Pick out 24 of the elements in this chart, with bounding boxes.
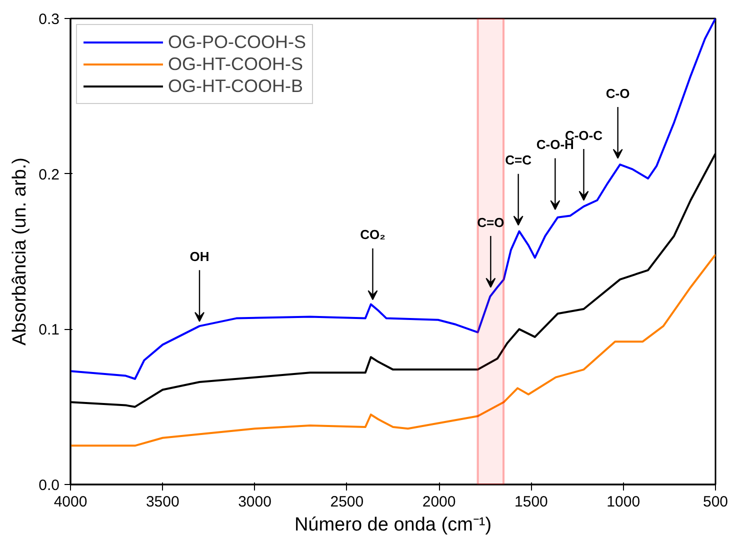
annotation: C-O — [606, 86, 630, 101]
x-tick-label: 3000 — [238, 494, 272, 510]
x-tick-label: 1500 — [514, 494, 548, 510]
annotation: OH — [190, 248, 210, 264]
line-series — [70, 254, 716, 447]
x-tick-label: 2000 — [422, 494, 456, 510]
x-tick-label: 500 — [702, 494, 728, 510]
y-axis-title: Absorbância (un. arb.) — [10, 157, 31, 346]
y-tick-label: 0.3 — [38, 11, 60, 28]
legend-label: OG-HT-COOH-B — [168, 75, 303, 97]
line-series — [70, 18, 716, 380]
y-tick-label: 0.1 — [38, 322, 60, 339]
legend-label: OG-HT-COOH-S — [168, 53, 303, 75]
annotation: C=O — [477, 214, 504, 230]
x-tick-label: 2500 — [330, 494, 364, 510]
x-axis-title: Número de onda (cm⁻¹) — [294, 514, 492, 536]
legend-label: OG-PO-COOH-S — [168, 31, 306, 53]
x-tick-label: 3500 — [146, 494, 180, 510]
x-tick-label: 4000 — [54, 494, 88, 510]
x-tick-label: 1000 — [606, 494, 640, 510]
y-tick-label: 0.2 — [38, 166, 60, 184]
annotation: CO₂ — [360, 227, 386, 242]
annotation: C=C — [505, 152, 532, 168]
y-tick-label: 0.0 — [38, 477, 60, 494]
